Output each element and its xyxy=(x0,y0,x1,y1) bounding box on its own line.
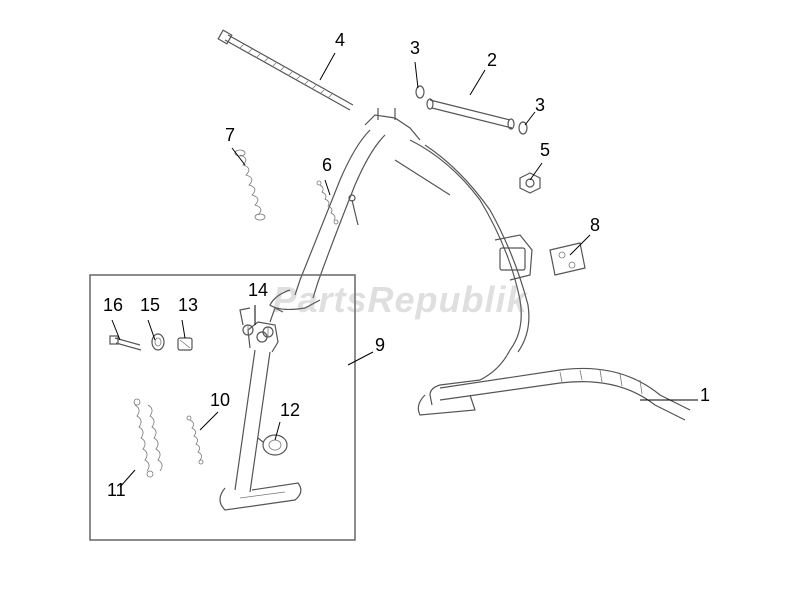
callout-6: 6 xyxy=(322,155,332,176)
callout-14: 14 xyxy=(248,280,268,301)
oring-left xyxy=(416,86,424,98)
spring-outer xyxy=(134,399,162,477)
bolt-small xyxy=(110,336,141,350)
spring-inner xyxy=(187,416,203,464)
callout-13: 13 xyxy=(178,295,198,316)
callout-1: 1 xyxy=(700,385,710,406)
callout-10: 10 xyxy=(210,390,230,411)
pin-small xyxy=(349,195,358,225)
callout-11: 11 xyxy=(107,480,126,501)
bumper xyxy=(258,435,287,455)
spring-large xyxy=(235,150,265,220)
callout-9: 9 xyxy=(375,335,385,356)
bolt-pair xyxy=(243,325,273,337)
spacer xyxy=(178,338,192,350)
callout-5: 5 xyxy=(540,140,550,161)
plate xyxy=(550,243,585,275)
callout-3a: 3 xyxy=(410,38,420,59)
pivot-pin xyxy=(427,99,514,129)
center-stand xyxy=(270,108,690,420)
callout-7: 7 xyxy=(225,125,235,146)
callout-4: 4 xyxy=(335,30,345,51)
callout-15: 15 xyxy=(140,295,160,316)
long-bolt xyxy=(218,30,353,110)
callout-12: 12 xyxy=(280,400,300,421)
leader-lines xyxy=(112,53,698,487)
callout-3b: 3 xyxy=(535,95,545,116)
callout-16: 16 xyxy=(103,295,123,316)
nut xyxy=(520,173,540,193)
parts-diagram: 1 2 3 3 4 5 6 7 8 9 10 11 12 13 14 15 16… xyxy=(0,0,800,600)
callout-8: 8 xyxy=(590,215,600,236)
callout-2: 2 xyxy=(487,50,497,71)
